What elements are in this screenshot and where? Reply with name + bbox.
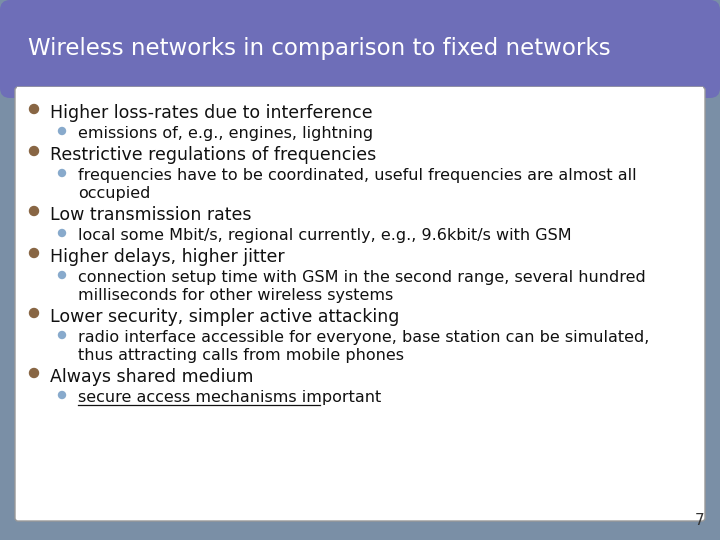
Circle shape — [30, 206, 38, 215]
Circle shape — [58, 230, 66, 237]
FancyBboxPatch shape — [15, 87, 705, 521]
Text: Higher loss-rates due to interference: Higher loss-rates due to interference — [50, 104, 373, 122]
Circle shape — [58, 127, 66, 134]
Text: occupied: occupied — [78, 186, 150, 201]
Text: Restrictive regulations of frequencies: Restrictive regulations of frequencies — [50, 146, 377, 164]
Text: frequencies have to be coordinated, useful frequencies are almost all: frequencies have to be coordinated, usef… — [78, 168, 636, 183]
Text: local some Mbit/s, regional currently, e.g., 9.6kbit/s with GSM: local some Mbit/s, regional currently, e… — [78, 228, 572, 243]
Circle shape — [58, 170, 66, 177]
Text: Always shared medium: Always shared medium — [50, 368, 253, 386]
Circle shape — [30, 368, 38, 377]
Circle shape — [30, 146, 38, 156]
Text: Wireless networks in comparison to fixed networks: Wireless networks in comparison to fixed… — [28, 37, 611, 60]
Text: 7: 7 — [694, 513, 704, 528]
Text: Higher delays, higher jitter: Higher delays, higher jitter — [50, 248, 284, 266]
Text: Low transmission rates: Low transmission rates — [50, 206, 251, 224]
Circle shape — [58, 272, 66, 279]
Text: radio interface accessible for everyone, base station can be simulated,: radio interface accessible for everyone,… — [78, 330, 649, 345]
Text: Lower security, simpler active attacking: Lower security, simpler active attacking — [50, 308, 400, 326]
Text: secure access mechanisms important: secure access mechanisms important — [78, 390, 382, 405]
Circle shape — [30, 248, 38, 258]
FancyBboxPatch shape — [0, 0, 720, 98]
Circle shape — [30, 308, 38, 318]
Circle shape — [58, 332, 66, 339]
Text: emissions of, e.g., engines, lightning: emissions of, e.g., engines, lightning — [78, 126, 373, 141]
Text: connection setup time with GSM in the second range, several hundred: connection setup time with GSM in the se… — [78, 270, 646, 285]
Text: milliseconds for other wireless systems: milliseconds for other wireless systems — [78, 288, 393, 303]
Text: thus attracting calls from mobile phones: thus attracting calls from mobile phones — [78, 348, 404, 363]
Circle shape — [30, 105, 38, 113]
Circle shape — [58, 392, 66, 399]
